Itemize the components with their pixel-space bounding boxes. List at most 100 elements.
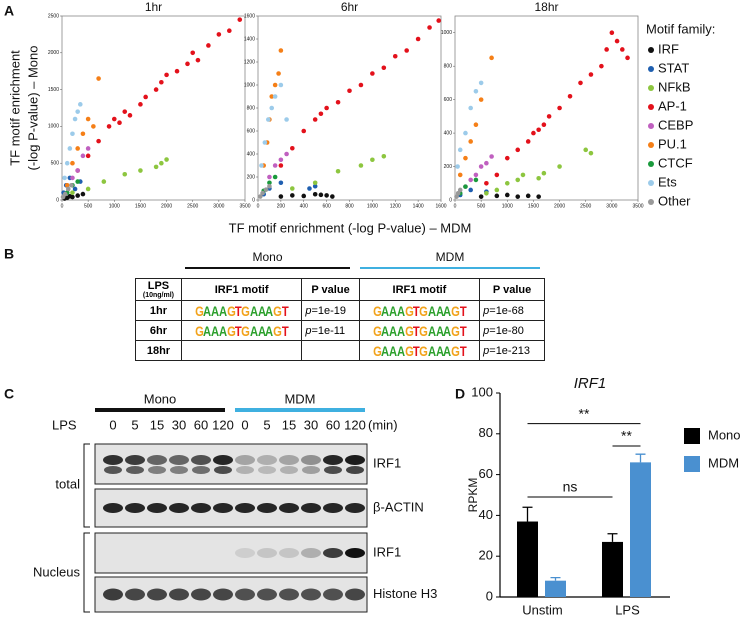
band — [279, 588, 299, 601]
point — [138, 168, 143, 173]
legend-label: NFkB — [658, 79, 691, 94]
y-tick-label: 400 — [247, 151, 256, 157]
point — [335, 168, 341, 174]
point — [515, 177, 521, 183]
legend-label: MDM — [708, 455, 739, 470]
legend-title: Motif family: — [646, 21, 715, 36]
band — [169, 455, 189, 465]
band — [169, 588, 189, 601]
point — [504, 180, 510, 186]
point — [78, 102, 83, 107]
band — [345, 455, 365, 465]
band — [279, 503, 299, 513]
series — [64, 76, 101, 188]
band — [323, 503, 343, 513]
point — [525, 193, 531, 199]
point — [67, 146, 73, 151]
group-label: MDM — [284, 391, 315, 406]
cell: p=1e-19 — [301, 300, 360, 321]
x-tick-label: 2000 — [554, 203, 565, 209]
point — [484, 180, 489, 186]
point — [478, 164, 484, 169]
series — [70, 146, 91, 181]
cell: p=1e-80 — [479, 320, 545, 341]
x-tick-label: 0 — [454, 203, 457, 209]
point — [301, 193, 307, 199]
band — [125, 503, 145, 513]
point — [85, 153, 91, 159]
point — [164, 157, 169, 162]
point — [427, 25, 432, 30]
empty-cell — [180, 340, 303, 361]
point — [70, 175, 75, 181]
point — [262, 140, 268, 145]
error-bar — [522, 506, 533, 522]
point — [335, 99, 341, 105]
band — [279, 455, 299, 465]
point — [117, 120, 122, 126]
point — [284, 117, 289, 122]
point — [515, 194, 521, 199]
x-tick-label: 2500 — [187, 203, 198, 209]
band — [148, 466, 166, 474]
series — [484, 30, 630, 186]
point — [267, 174, 272, 180]
series — [455, 80, 484, 169]
point — [263, 187, 269, 192]
point — [531, 130, 536, 136]
cell: GAAAGTGAAAGT — [358, 340, 481, 361]
y-tick-label: 20 — [479, 548, 493, 563]
point — [72, 116, 78, 122]
point — [478, 97, 484, 102]
legend-label: PU.1 — [658, 136, 687, 151]
point — [318, 111, 324, 117]
x-tick-label: 1000 — [109, 203, 120, 209]
point — [75, 193, 80, 198]
point — [478, 194, 484, 199]
band — [213, 588, 233, 601]
lane-label: 0 — [241, 417, 248, 432]
y-axis-label: TF motif enrichment — [7, 50, 22, 166]
point — [473, 122, 479, 128]
point — [583, 147, 589, 153]
band — [301, 455, 321, 465]
band — [257, 548, 277, 558]
point — [272, 174, 278, 180]
point — [290, 193, 295, 198]
lane-label: 5 — [131, 417, 138, 432]
cell: GAAAGTGAAAGT — [180, 320, 303, 341]
cell: p=1e-213 — [479, 340, 545, 361]
point — [153, 87, 159, 92]
series — [278, 18, 442, 168]
point — [324, 193, 329, 198]
series — [278, 191, 335, 199]
point — [463, 130, 468, 136]
point — [604, 47, 609, 52]
chart-title: IRF1 — [574, 375, 607, 392]
band — [257, 588, 277, 601]
y-axis-label: (-log P-value) – Mono — [25, 46, 40, 171]
point — [101, 179, 107, 184]
band — [279, 548, 299, 558]
point — [75, 179, 80, 184]
lane-label: 60 — [326, 417, 340, 432]
band — [302, 466, 320, 474]
legend-marker — [648, 142, 654, 148]
point — [436, 18, 442, 23]
table-row: 1hr GAAAGTGAAAGT p=1e-19 GAAAGTGAAAGT p=1e-6… — [135, 300, 545, 321]
series — [457, 187, 489, 198]
point — [392, 53, 398, 59]
series — [62, 102, 83, 181]
x-tick-label: 500 — [477, 203, 486, 209]
x-tick-label: 0 — [257, 203, 260, 209]
point — [80, 131, 86, 137]
series — [457, 177, 479, 196]
band — [235, 503, 255, 513]
point — [195, 57, 201, 63]
x-tick-label: 800 — [345, 203, 354, 209]
fraction-label: total — [55, 476, 80, 491]
header-text: IRF1 motif — [214, 283, 269, 296]
point — [62, 191, 68, 197]
y-tick-label: 100 — [471, 384, 493, 399]
point — [468, 187, 473, 193]
